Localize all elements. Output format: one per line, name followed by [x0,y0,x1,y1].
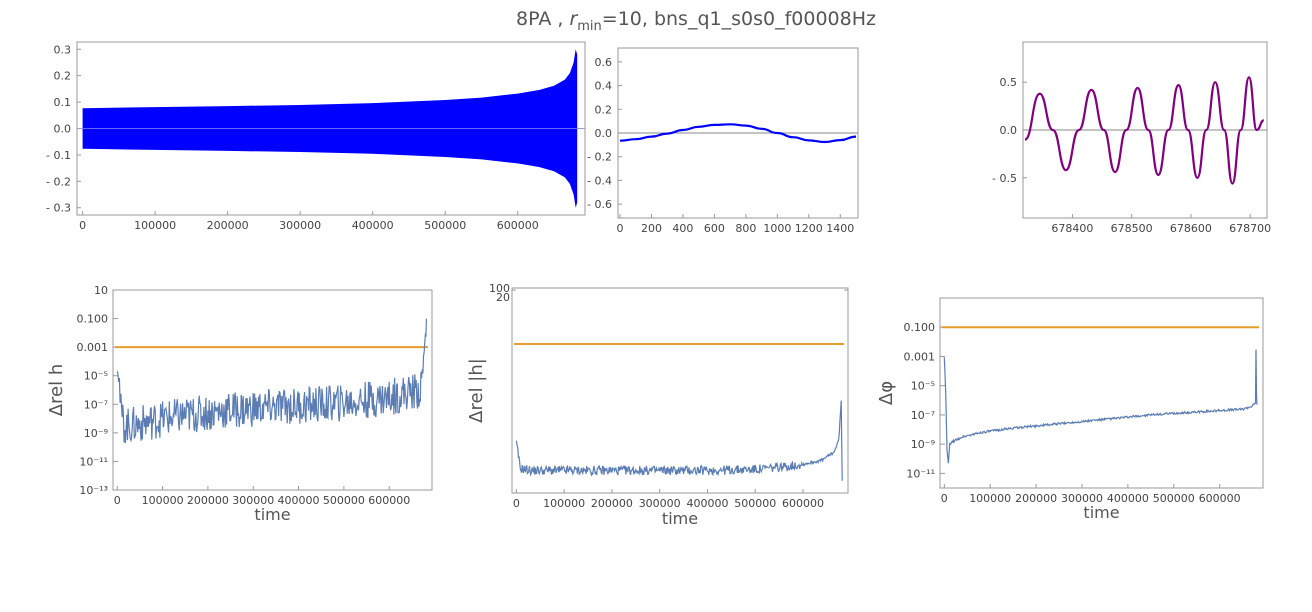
rel-diff-h-chart: 0 100000 200000 300000 400000 500000 600000 10 0… [46,284,433,524]
y-tick-label: - 0.4 [587,174,612,187]
x-tick-label: 400000 [1107,492,1149,505]
x-tick-label: 800 [735,222,756,235]
x-tick-label: 1200 [795,222,823,235]
x-tick-label: 100000 [969,492,1011,505]
x-tick-label: 200000 [207,219,249,232]
x-tick-label: 400000 [278,494,320,507]
y-tick-label: 0.2 [595,103,613,116]
phase-diff-chart: 0 100000 200000 300000 400000 500000 600000 0.1… [876,297,1264,522]
x-tick-label: 300000 [1061,492,1103,505]
x-tick-label: 0 [617,222,624,235]
difference-series-line [116,318,427,443]
y-tick-label: 0.1 [54,96,72,109]
y-tick-label: 10⁻⁵ [911,380,935,393]
title-rest: =10, bns_q1_s0s0_f00008Hz [601,8,876,30]
x-tick-label: 678600 [1170,222,1212,235]
y-tick-label: - 0.3 [46,202,71,215]
rel-diff-h-frame [112,289,433,491]
title-subscript: min [577,18,602,34]
x-tick-label: 500000 [1153,492,1195,505]
x-tick-label: 0 [79,219,86,232]
page-title: 8PA , rmin=10, bns_q1_s0s0_f00008Hz [0,8,1312,34]
y-tick-label: 10⁻⁷ [911,409,935,422]
x-tick-label: 1400 [826,222,854,235]
x-tick-label: 400000 [352,219,394,232]
y-tick-label: 0.0 [595,127,613,140]
y-tick-label: 10⁻⁵ [84,370,108,383]
x-tick-label: 200000 [187,494,229,507]
x-tick-label: 678700 [1229,222,1271,235]
x-tick-label: 200 [641,222,662,235]
y-tick-label: 0.0 [54,123,72,136]
x-tick-label: 100000 [134,219,176,232]
y-tick-label: 10 [94,284,108,297]
x-tick-label: 400000 [686,497,728,510]
x-tick-label: 600000 [497,219,539,232]
waveform-line [619,123,857,144]
x-tick-label: 678500 [1111,222,1153,235]
y-tick-label: - 0.2 [587,151,612,164]
y-tick-label: 0.100 [77,313,109,326]
y-tick-label: - 0.6 [587,198,612,211]
rel-diff-abs-h-frame [511,287,849,494]
rel-diff-abs-h-chart: 0 100000 200000 300000 400000 500000 600000 100… [466,282,849,528]
y-tick-label: 100 [489,282,510,295]
y-tick-label: - 0.5 [992,172,1017,185]
phase-diff-frame [939,297,1264,489]
y-tick-label: 0.3 [54,43,72,56]
x-axis-label: time [662,509,698,528]
strain-early-chart: 0 200 400 600 800 1000 1200 1400 - 0.6 - 0.4 - 0.2… [587,47,859,235]
y-axis-label: Δφ [876,381,897,405]
x-tick-label: 200000 [591,497,633,510]
y-tick-label: 0.6 [595,56,613,69]
y-tick-label: 10⁻⁹ [911,438,935,451]
x-tick-label: 0 [513,497,520,510]
x-tick-label: 0 [114,494,121,507]
x-tick-label: 300000 [279,219,321,232]
y-tick-label: 10⁻⁷ [84,398,108,411]
difference-series-line [515,400,843,481]
x-tick-label: 100000 [543,497,585,510]
y-tick-label: 0.100 [904,321,936,334]
y-tick-label: 10⁻¹¹ [906,467,935,480]
title-r: r [569,8,578,30]
title-prefix: 8PA , [516,8,570,30]
y-tick-label: 10⁻¹³ [79,484,108,497]
x-tick-label: 300000 [639,497,681,510]
difference-series-line [943,349,1258,464]
y-tick-label: 0.2 [54,70,72,83]
y-tick-label: 0.4 [595,80,613,93]
y-axis-label: Δrel |h| [466,358,487,423]
x-tick-label: 400 [672,222,693,235]
y-tick-label: 0.001 [77,341,109,354]
y-tick-label: 10⁻¹¹ [79,455,108,468]
x-axis-label: time [254,505,290,524]
y-tick-label: 0.0 [1000,124,1018,137]
x-tick-label: 600000 [1199,492,1241,505]
waveform-line [1023,76,1265,185]
x-tick-label: 600000 [368,494,410,507]
y-tick-label: - 0.2 [46,175,71,188]
y-tick-label: - 0.1 [46,149,71,162]
x-tick-label: 500000 [734,497,776,510]
y-axis-label: Δrel h [46,364,67,417]
y-tick-label: 10⁻⁹ [84,427,108,440]
x-tick-label: 200000 [1015,492,1057,505]
x-tick-label: 600000 [782,497,824,510]
x-tick-label: 678400 [1051,222,1093,235]
strain-merger-chart: 678400 678500 678600 678700 - 0.5 0.0 0.5 [992,41,1271,235]
strain-full-chart: 0 100000 200000 300000 400000 500000 600000 - 0… [46,41,586,232]
x-tick-label: 500000 [323,494,365,507]
x-tick-label: 100000 [142,494,184,507]
y-tick-label: 20 [496,291,510,304]
x-tick-label: 500000 [424,219,466,232]
x-tick-label: 1000 [763,222,791,235]
x-tick-label: 300000 [232,494,274,507]
y-tick-label: 0.5 [1000,76,1018,89]
x-tick-label: 0 [941,492,948,505]
y-tick-label: 0.001 [904,350,936,363]
x-axis-label: time [1083,503,1119,522]
x-tick-label: 600 [704,222,725,235]
